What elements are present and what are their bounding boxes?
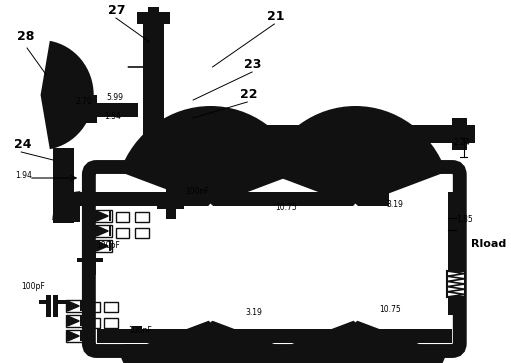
Bar (85, 103, 138, 117)
Text: 1.54: 1.54 (104, 112, 121, 121)
Bar (95, 225, 112, 237)
Text: 100nF: 100nF (128, 326, 152, 335)
Text: 22: 22 (240, 88, 257, 101)
Bar (77, 258, 85, 262)
Text: 2.70: 2.70 (75, 97, 92, 106)
Text: 27: 27 (108, 4, 126, 17)
Bar (95, 240, 112, 252)
Bar (53, 148, 75, 223)
Bar (53, 192, 80, 222)
Text: 2.24: 2.24 (454, 138, 471, 147)
Text: 100nF: 100nF (185, 187, 209, 196)
Bar (47, 295, 51, 317)
Bar (87, 318, 101, 328)
Text: 1.94: 1.94 (15, 171, 32, 180)
Bar (166, 209, 176, 219)
Bar (124, 344, 151, 349)
Bar (84, 253, 89, 275)
Polygon shape (67, 331, 79, 341)
Bar (80, 192, 389, 206)
Polygon shape (97, 211, 108, 221)
Polygon shape (53, 192, 80, 220)
Bar (109, 211, 111, 221)
Wedge shape (40, 41, 94, 149)
Bar (116, 212, 129, 222)
Bar (85, 95, 97, 123)
Bar (166, 186, 176, 196)
Bar (452, 118, 468, 150)
Text: 23: 23 (244, 58, 262, 71)
Bar (53, 295, 58, 317)
Bar (87, 302, 101, 312)
Text: 1.85: 1.85 (456, 215, 473, 224)
Bar (137, 12, 170, 24)
Bar (95, 210, 112, 222)
Wedge shape (120, 106, 301, 206)
Bar (80, 301, 82, 311)
Bar (135, 228, 149, 238)
Text: 10.75: 10.75 (275, 203, 297, 212)
Bar (143, 125, 452, 143)
Bar (58, 300, 66, 304)
Bar (157, 196, 184, 201)
Bar (104, 302, 118, 312)
Text: 21: 21 (267, 10, 284, 23)
Bar (143, 118, 164, 158)
Polygon shape (97, 226, 108, 236)
Bar (91, 253, 96, 275)
Bar (109, 226, 111, 236)
Bar (66, 300, 83, 312)
Text: 24: 24 (13, 138, 31, 151)
Text: 3.19: 3.19 (386, 200, 403, 209)
Wedge shape (120, 320, 301, 363)
Bar (80, 331, 82, 341)
Bar (135, 212, 149, 222)
Bar (143, 125, 164, 143)
Bar (447, 271, 464, 297)
Bar (143, 18, 164, 166)
Text: 5.99: 5.99 (106, 93, 123, 102)
Bar (104, 318, 118, 328)
Bar (157, 204, 184, 209)
Bar (452, 295, 460, 303)
Bar (468, 125, 475, 143)
Bar (132, 349, 142, 359)
Text: 100pF: 100pF (97, 241, 120, 250)
Bar (66, 315, 83, 327)
Polygon shape (67, 301, 79, 311)
Text: 10.75: 10.75 (380, 305, 401, 314)
Bar (132, 326, 142, 336)
Bar (452, 265, 460, 273)
Text: 28: 28 (17, 30, 35, 43)
Wedge shape (265, 106, 446, 206)
Bar (448, 192, 462, 272)
Bar (96, 258, 103, 262)
Bar (148, 7, 159, 19)
Bar (116, 228, 129, 238)
Polygon shape (67, 316, 79, 326)
Bar (109, 241, 111, 251)
Polygon shape (97, 241, 108, 251)
Bar (66, 330, 83, 342)
Bar (97, 329, 452, 343)
Bar (448, 260, 462, 315)
Wedge shape (265, 320, 446, 363)
Text: Rload: Rload (471, 239, 506, 249)
Wedge shape (61, 79, 92, 117)
Bar (39, 300, 48, 304)
Bar (124, 336, 151, 341)
Bar (80, 316, 82, 326)
Text: 100pF: 100pF (21, 282, 45, 291)
Text: 3.19: 3.19 (245, 308, 262, 317)
